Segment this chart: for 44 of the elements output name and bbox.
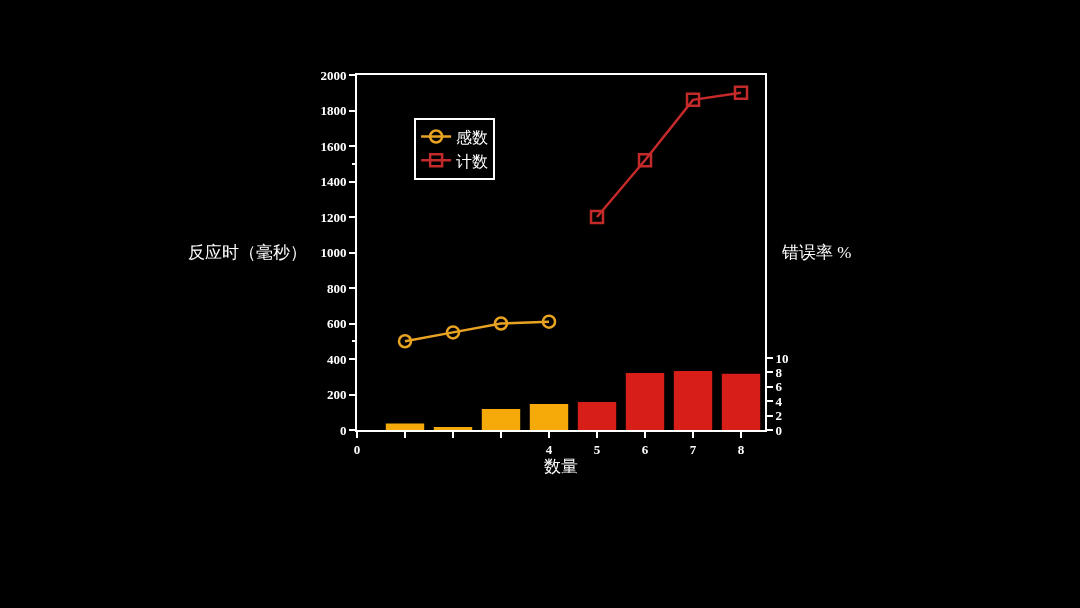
bar bbox=[529, 404, 569, 430]
legend-label: 计数 bbox=[456, 152, 489, 170]
x-tick-label: 0 bbox=[353, 441, 361, 457]
bar bbox=[577, 401, 617, 430]
point bbox=[541, 314, 557, 329]
y-tick-label: 1800 bbox=[320, 103, 347, 119]
bar bbox=[721, 373, 761, 430]
bar bbox=[433, 427, 473, 430]
y-axis-title: 反应时（毫秒） bbox=[188, 243, 307, 262]
x-tick-label: 6 bbox=[641, 441, 649, 457]
point bbox=[397, 334, 413, 349]
y-tick-label: 200 bbox=[326, 387, 347, 403]
x-tick-label: 8 bbox=[737, 441, 745, 457]
y2-tick-label: 2 bbox=[775, 408, 783, 424]
y2-tick-label: 4 bbox=[775, 393, 783, 409]
x-tick-label: 4 bbox=[545, 441, 553, 457]
bar bbox=[481, 409, 521, 430]
y-tick-label: 2000 bbox=[320, 67, 347, 83]
y2-tick-label: 8 bbox=[775, 364, 783, 380]
y2-tick-label: 6 bbox=[775, 379, 783, 395]
y2-tick-label: 0 bbox=[775, 422, 783, 438]
bar bbox=[625, 373, 665, 430]
y-tick-label: 1400 bbox=[320, 174, 347, 190]
y-tick-label: 400 bbox=[326, 351, 347, 367]
point bbox=[493, 316, 509, 331]
y-tick-label: 1600 bbox=[320, 138, 347, 154]
legend-label: 感数 bbox=[456, 128, 489, 146]
bar bbox=[673, 370, 713, 430]
point bbox=[733, 85, 749, 100]
y-tick-label: 0 bbox=[339, 422, 347, 438]
y-tick-label: 800 bbox=[326, 280, 347, 296]
point bbox=[445, 325, 461, 340]
y2-tick-label: 10 bbox=[775, 350, 789, 366]
point bbox=[589, 209, 605, 225]
y-tick-label: 600 bbox=[326, 316, 347, 332]
x-tick-label: 7 bbox=[689, 441, 697, 457]
y2-axis-title: 错误率 % bbox=[781, 243, 852, 262]
x-tick-label: 5 bbox=[593, 441, 601, 457]
point bbox=[637, 152, 653, 168]
bar bbox=[385, 423, 425, 430]
point bbox=[685, 92, 701, 108]
y-tick-label: 1000 bbox=[320, 245, 347, 261]
x-axis-title: 数量 bbox=[544, 456, 578, 476]
y-tick-label: 1200 bbox=[320, 209, 347, 225]
